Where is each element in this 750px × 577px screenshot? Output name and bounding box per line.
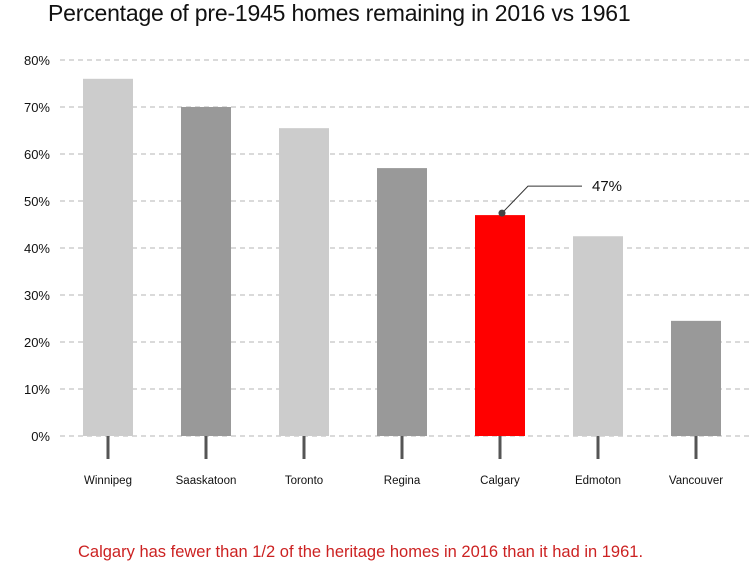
x-category-label: Calgary [480,475,520,487]
y-tick-label: 0% [31,429,50,444]
x-axis-category-labels: Winnipeg Saaskatoon Toronto Regina Calgary Ed… [84,475,723,487]
bar [377,168,427,436]
annotation-label: 47% [592,178,622,195]
x-category-label: Winnipeg [84,475,132,487]
x-axis-ticks [106,436,698,459]
bar [475,215,525,436]
y-tick-label: 30% [24,288,50,303]
x-category-label: Toronto [285,475,323,487]
y-tick-label: 70% [24,100,50,115]
x-category-label: Saaskatoon [176,475,237,487]
y-tick-label: 50% [24,194,50,209]
y-tick-label: 60% [24,147,50,162]
chart-title: Percentage of pre-1945 homes remaining i… [48,0,631,26]
annotation-point [498,209,506,217]
y-tick-label: 10% [24,382,50,397]
y-axis-tick-labels: 0% 10% 20% 30% 40% 50% 60% 70% 80% [24,53,50,444]
bar [671,320,721,436]
bar [181,107,231,436]
bar [573,236,623,436]
annotation: 47% [498,178,622,217]
x-category-label: Edmoton [575,475,621,487]
y-tick-label: 80% [24,53,50,68]
y-tick-label: 40% [24,241,50,256]
footnote: Calgary has fewer than 1/2 of the herita… [78,543,644,561]
bars [83,78,721,437]
x-category-label: Vancouver [669,475,723,487]
bar [279,128,329,436]
annotation-leader-line [501,185,582,214]
x-category-label: Regina [384,475,421,487]
y-tick-label: 20% [24,335,50,350]
bar [83,78,133,437]
